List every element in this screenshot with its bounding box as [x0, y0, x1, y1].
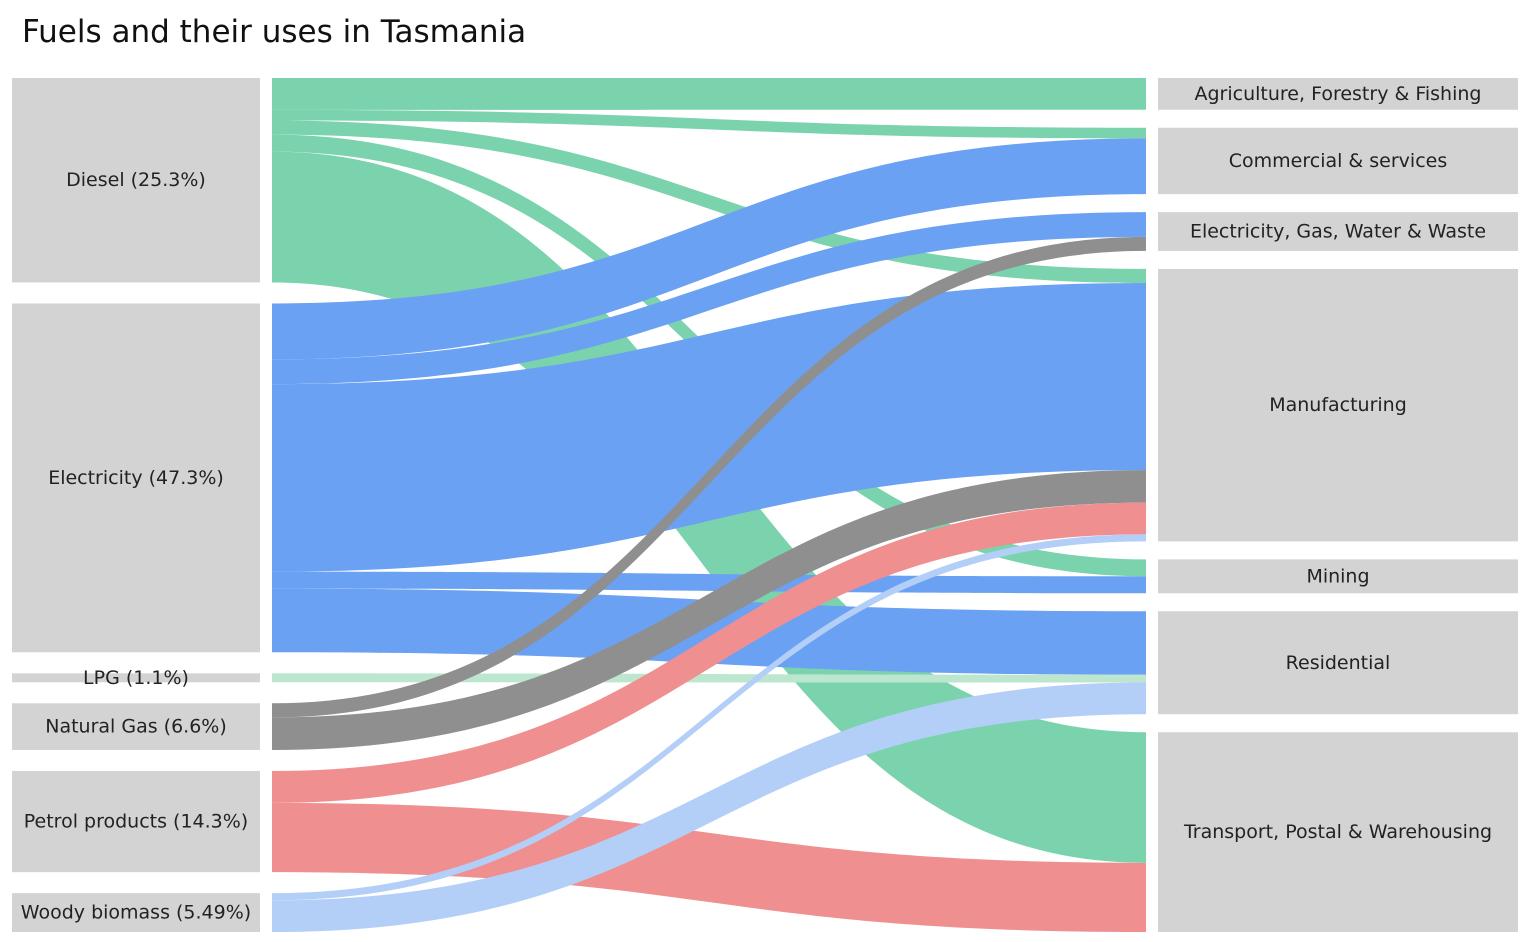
target-node-residential	[1158, 611, 1518, 715]
link-petrol-products-to-transport-postal-warehousing	[272, 802, 1146, 932]
source-node-lpg	[12, 673, 260, 683]
link-woody-biomass-to-residential	[272, 682, 1146, 932]
link-lpg-to-residential	[272, 673, 1146, 683]
source-node-label-petrol-products: Petrol products (14.3%)	[24, 811, 248, 833]
link-electricity-to-manufacturing	[272, 283, 1146, 572]
target-node-label-mining: Mining	[1306, 565, 1369, 587]
target-node-label-residential: Residential	[1286, 652, 1391, 674]
target-node-label-manufacturing: Manufacturing	[1269, 394, 1407, 416]
target-node-manufacturing	[1158, 268, 1518, 542]
source-node-electricity	[12, 303, 260, 653]
link-natural-gas-to-manufacturing	[272, 470, 1146, 750]
source-node-label-diesel: Diesel (25.3%)	[66, 169, 206, 191]
target-node-label-transport-postal-warehousing: Transport, Postal & Warehousing	[1183, 821, 1492, 843]
link-electricity-to-residential	[272, 588, 1146, 675]
link-electricity-to-commercial-services	[272, 138, 1146, 360]
nodes-layer: Diesel (25.3%) Electricity (47.3%) LPG (1.…	[12, 78, 1518, 932]
source-node-natural-gas	[12, 703, 260, 750]
target-node-mining	[1158, 559, 1518, 594]
link-petrol-products-to-manufacturing	[272, 502, 1146, 803]
target-node-transport-postal-warehousing	[1158, 732, 1518, 932]
source-node-diesel	[12, 78, 260, 283]
link-woody-biomass-to-manufacturing	[272, 534, 1146, 901]
source-node-label-lpg: LPG (1.1%)	[83, 667, 189, 689]
source-node-woody-biomass	[12, 893, 260, 932]
link-diesel-to-commercial-services	[272, 109, 1146, 139]
target-node-label-commercial-services: Commercial & services	[1229, 150, 1448, 172]
target-node-label-agriculture-forestry-fishing: Agriculture, Forestry & Fishing	[1195, 83, 1482, 105]
target-node-electricity-gas-water-waste	[1158, 212, 1518, 251]
link-electricity-to-electricity-gas-water-waste	[272, 212, 1146, 385]
target-node-commercial-services	[1158, 127, 1518, 195]
link-diesel-to-agriculture-forestry-fishing	[272, 78, 1146, 110]
source-node-label-woody-biomass: Woody biomass (5.49%)	[21, 902, 251, 924]
link-diesel-to-manufacturing	[272, 120, 1146, 284]
target-node-label-electricity-gas-water-waste: Electricity, Gas, Water & Waste	[1190, 221, 1486, 243]
source-node-label-electricity: Electricity (47.3%)	[48, 467, 224, 489]
target-node-agriculture-forestry-fishing	[1158, 78, 1518, 110]
source-node-petrol-products	[12, 770, 260, 873]
links-layer	[272, 78, 1146, 932]
source-node-label-natural-gas: Natural Gas (6.6%)	[45, 716, 227, 738]
link-natural-gas-to-electricity-gas-water-waste	[272, 236, 1146, 718]
chart-title: Fuels and their uses in Tasmania	[22, 14, 527, 50]
